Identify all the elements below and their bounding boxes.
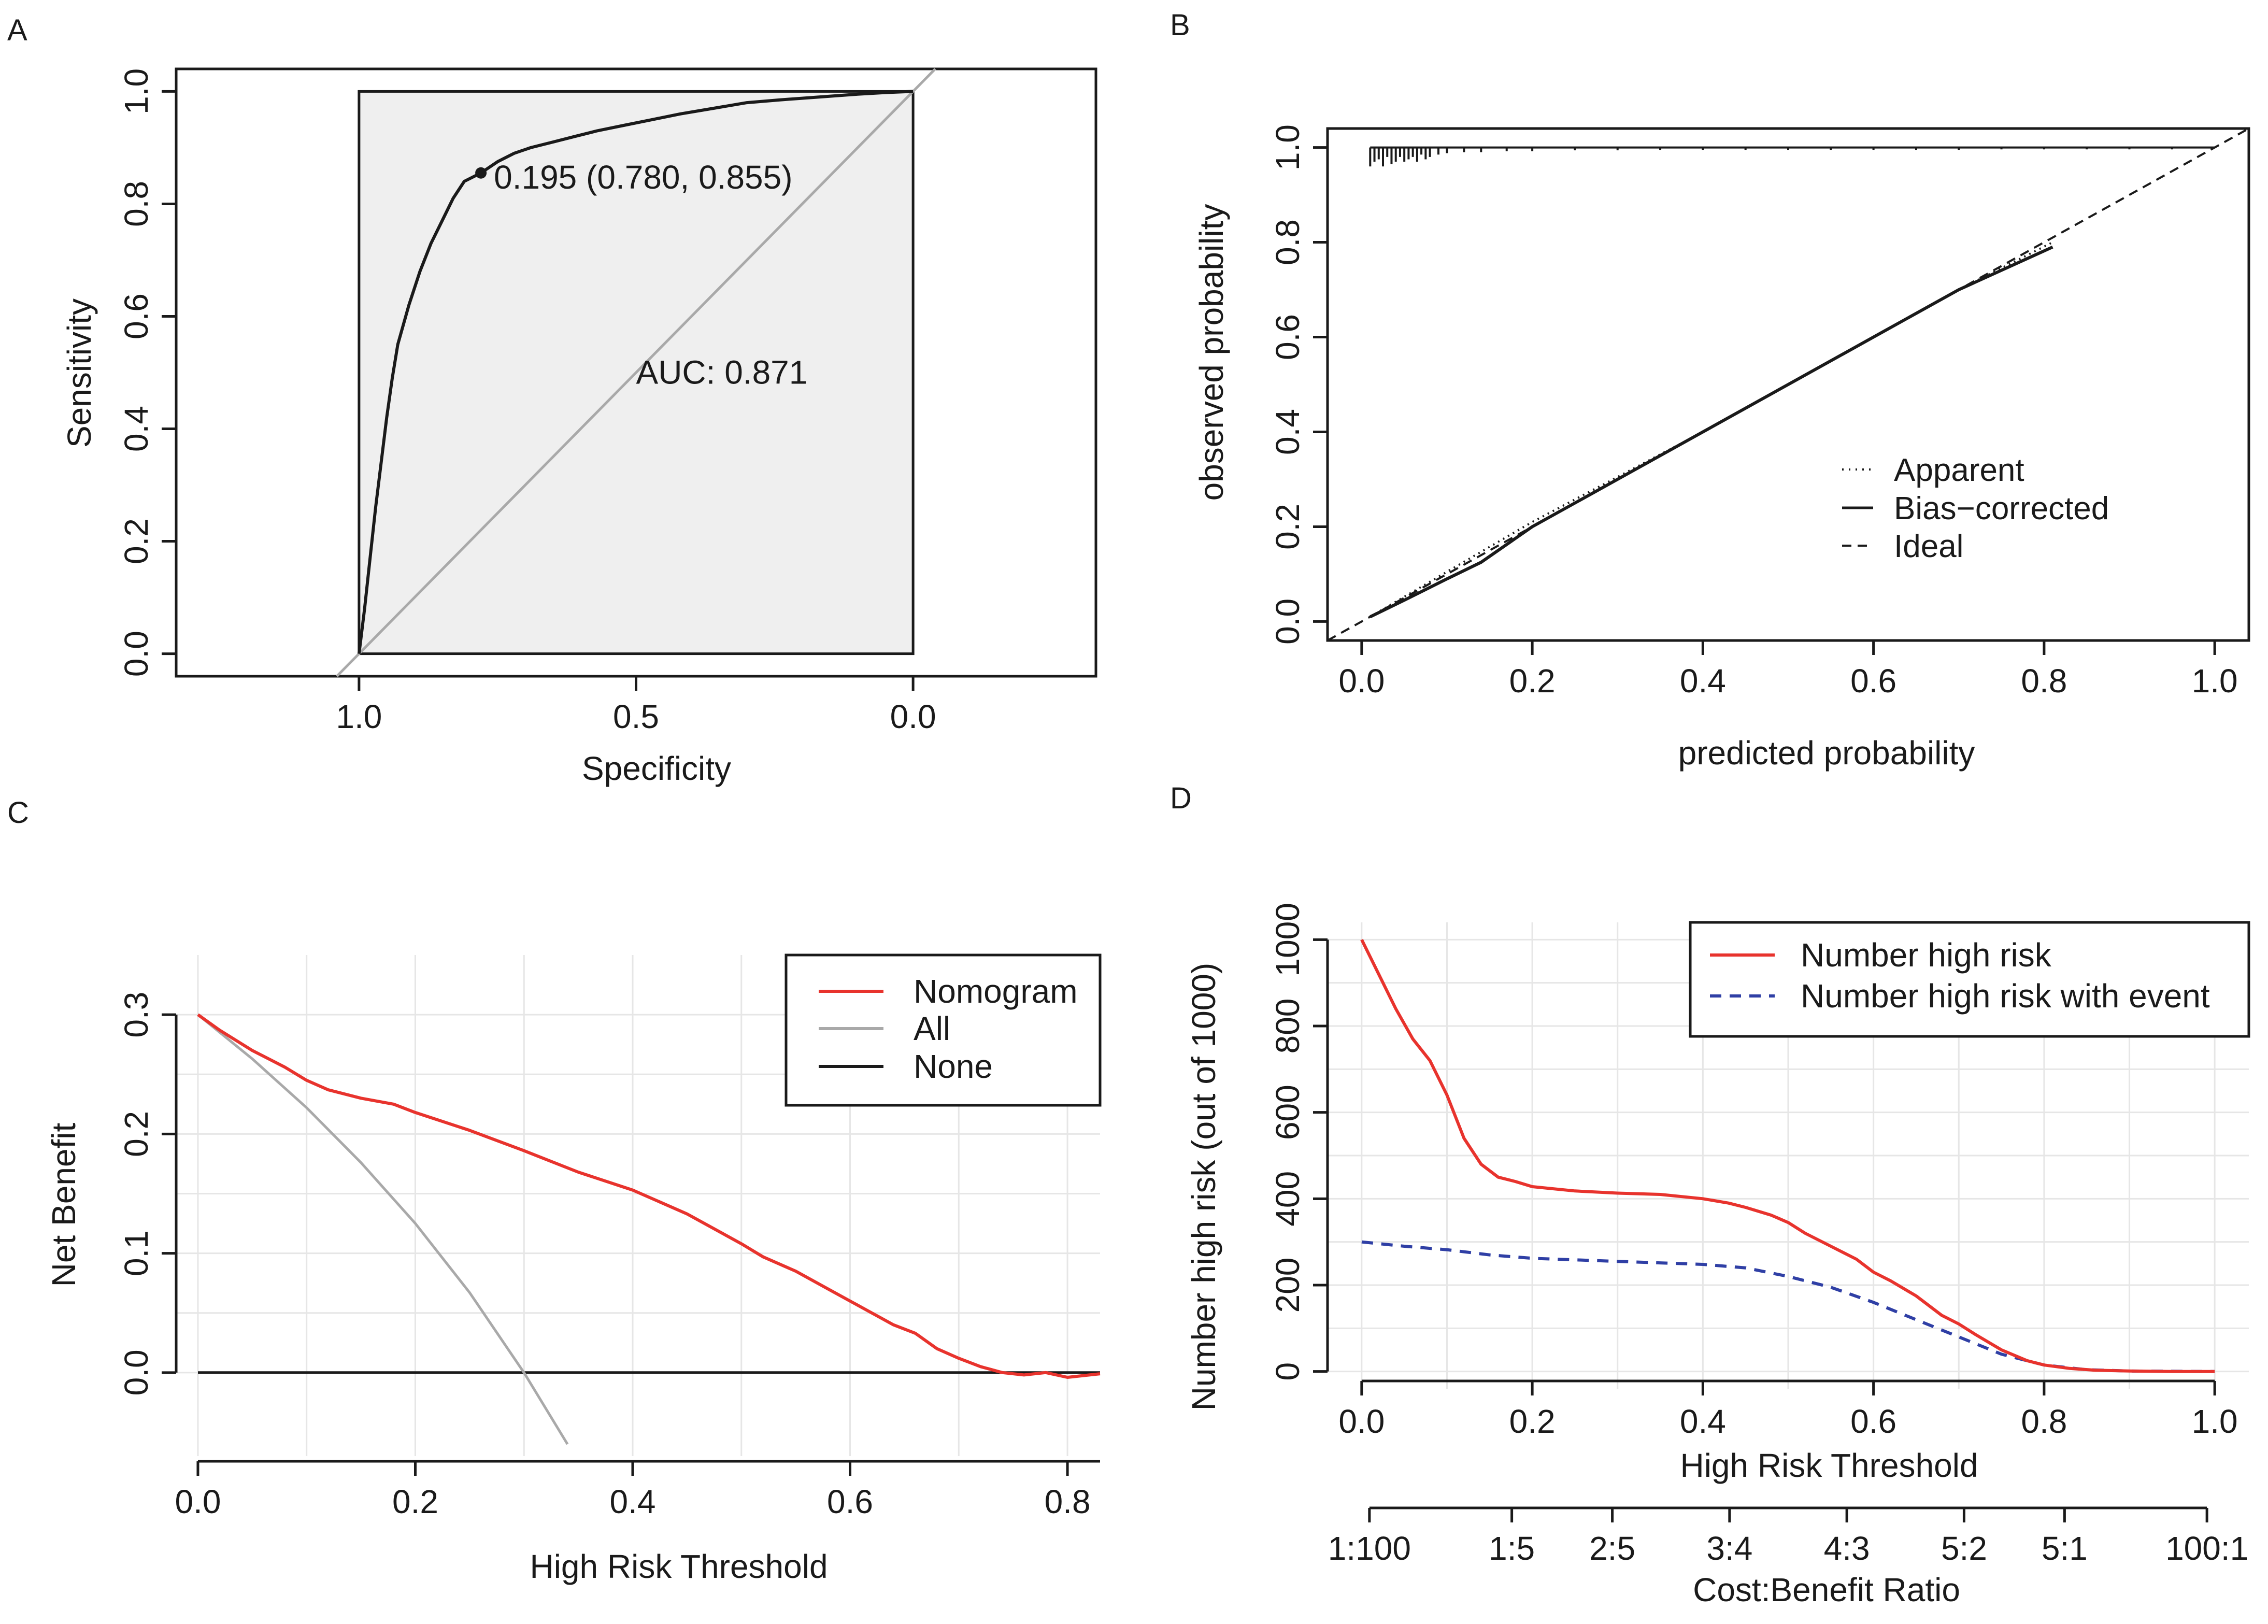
panel-d-clinical-impact: D 0.0 0.2 0.4 0.6 0.8 1.0 0 200 400 600 800 1000 Nu… [1170, 781, 2250, 1608]
legend-box [1689, 921, 2250, 1038]
x-tick-label: 0.2 [1509, 662, 1556, 700]
panel-label: D [1170, 781, 1192, 815]
cost-benefit-tick-label: 4:3 [1824, 1530, 1870, 1567]
y-tick-label: 0.4 [1269, 409, 1306, 455]
with-event-line [1361, 1240, 2215, 1373]
x-tick-label: 1.0 [336, 698, 382, 735]
y-tick-label: 0.6 [118, 293, 155, 339]
y-tick-label: 0 [1269, 1362, 1306, 1381]
y-tick-label: 0.2 [118, 518, 155, 564]
legend-apparent-label: Apparent [1894, 452, 2024, 488]
x-tick-label: 0.6 [1850, 662, 1896, 700]
x-axis-label: High Risk Threshold [530, 1548, 828, 1585]
y-axis-label: Sensitivity [61, 298, 98, 448]
x-tick-label: 0.4 [1680, 1403, 1726, 1440]
panel-a-roc: A 1.0 0.5 0.0 0.0 0.2 0.4 0.6 0.8 1.0 0.195 (0.7… [7, 13, 1097, 787]
legend: Nomogram All None [784, 953, 1102, 1107]
y-tick-label: 1.0 [118, 68, 155, 115]
x-tick-label: 0.6 [1850, 1403, 1896, 1440]
x-tick-label: 0.8 [1045, 1483, 1091, 1520]
cost-benefit-tick-label: 1:5 [1489, 1530, 1535, 1567]
y-tick-label: 1.0 [1269, 124, 1306, 170]
x-tick-label: 0.8 [2021, 662, 2067, 700]
x-axis-label: High Risk Threshold [1680, 1447, 1978, 1484]
x-tick-label: 1.0 [2192, 1403, 2238, 1440]
y-tick-label: 200 [1269, 1258, 1306, 1313]
nomogram-line [197, 1013, 1101, 1379]
y-tick-label: 0.0 [118, 1349, 155, 1395]
y-tick-label: 0.8 [1269, 219, 1306, 265]
legend-number-high-risk-label: Number high risk [1801, 936, 2052, 974]
legend-none-label: None [914, 1048, 993, 1085]
legend: Number high risk Number high risk with e… [1689, 921, 2250, 1038]
cost-benefit-tick-label: 1:100 [1328, 1530, 1411, 1567]
x-axis-label: predicted probability [1678, 734, 1975, 772]
x-tick-label: 0.0 [1338, 1403, 1385, 1440]
y-tick-label: 0.1 [118, 1230, 155, 1276]
reference-diagonal [336, 68, 936, 677]
y-tick-label: 0.8 [118, 181, 155, 227]
x-tick-label: 0.0 [175, 1483, 221, 1520]
y-tick-label: 600 [1269, 1085, 1306, 1140]
legend-ideal-label: Ideal [1894, 529, 1963, 564]
number-high-risk-line [1360, 938, 2215, 1373]
x-tick-label: 0.2 [392, 1483, 438, 1520]
y-tick-label: 0.0 [118, 631, 155, 677]
plot-frame [1326, 127, 2250, 642]
cost-benefit-tick-label: 3:4 [1706, 1530, 1752, 1567]
legend-all-label: All [914, 1010, 950, 1047]
y-tick-label: 0.3 [118, 992, 155, 1038]
y-tick-label: 800 [1269, 999, 1306, 1054]
ideal-line [1327, 127, 2249, 642]
threshold-point [475, 167, 487, 179]
cost-benefit-tick-label: 100:1 [2165, 1530, 2248, 1567]
x-tick-label: 0.4 [1680, 662, 1726, 700]
auc-label: AUC: 0.871 [636, 354, 808, 391]
cost-benefit-axis-label: Cost:Benefit Ratio [1693, 1571, 1960, 1608]
y-axis-label: Number high risk (out of 1000) [1185, 963, 1222, 1411]
y-axis-label: Net Benefit [45, 1122, 82, 1287]
all-line [197, 1014, 569, 1445]
y-tick-label: 1000 [1269, 903, 1306, 976]
legend-bias-corrected-label: Bias−corrected [1894, 491, 2109, 526]
panel-b-calibration: B 0.0 0.2 0.4 0.6 0.8 1.0 0.0 0.2 0.4 0.6 0.8 1.0 A… [1170, 8, 2250, 772]
legend: Apparent Bias−corrected Ideal [1842, 452, 2109, 564]
legend-with-event-label: Number high risk with event [1801, 977, 2210, 1015]
cost-benefit-tick-label: 5:1 [2042, 1530, 2088, 1567]
threshold-point-label: 0.195 (0.780, 0.855) [494, 159, 792, 196]
y-tick-label: 0.0 [1269, 599, 1306, 645]
bias-corrected-line [1369, 245, 2053, 618]
x-tick-label: 0.8 [2021, 1403, 2067, 1440]
x-tick-label: 0.5 [613, 698, 659, 735]
y-tick-label: 0.2 [118, 1111, 155, 1157]
x-tick-label: 0.0 [1338, 662, 1385, 700]
cost-benefit-tick-label: 2:5 [1589, 1530, 1635, 1567]
y-tick-label: 400 [1269, 1171, 1306, 1227]
y-tick-label: 0.2 [1269, 504, 1306, 550]
x-tick-label: 0.4 [610, 1483, 656, 1520]
cost-benefit-tick-label: 5:2 [1941, 1530, 1987, 1567]
panel-c-decision-curve: C 0.0 0.2 0.4 0.6 0.8 0.0 0.1 0.2 0.3 Nomogram A… [7, 796, 1102, 1585]
y-axis-label: observed probability [1193, 204, 1230, 501]
x-tick-label: 0.2 [1509, 1403, 1556, 1440]
x-axis-label: Specificity [582, 750, 731, 787]
y-tick-label: 0.4 [118, 406, 155, 452]
panel-label: B [1170, 8, 1190, 42]
x-tick-label: 0.0 [890, 698, 936, 735]
panel-label: A [7, 13, 27, 47]
legend-nomogram-label: Nomogram [914, 973, 1078, 1010]
panel-label: C [7, 796, 29, 830]
roc-curve [357, 90, 914, 654]
y-tick-label: 0.6 [1269, 314, 1306, 360]
x-tick-label: 1.0 [2192, 662, 2238, 700]
x-tick-label: 0.6 [827, 1483, 873, 1520]
